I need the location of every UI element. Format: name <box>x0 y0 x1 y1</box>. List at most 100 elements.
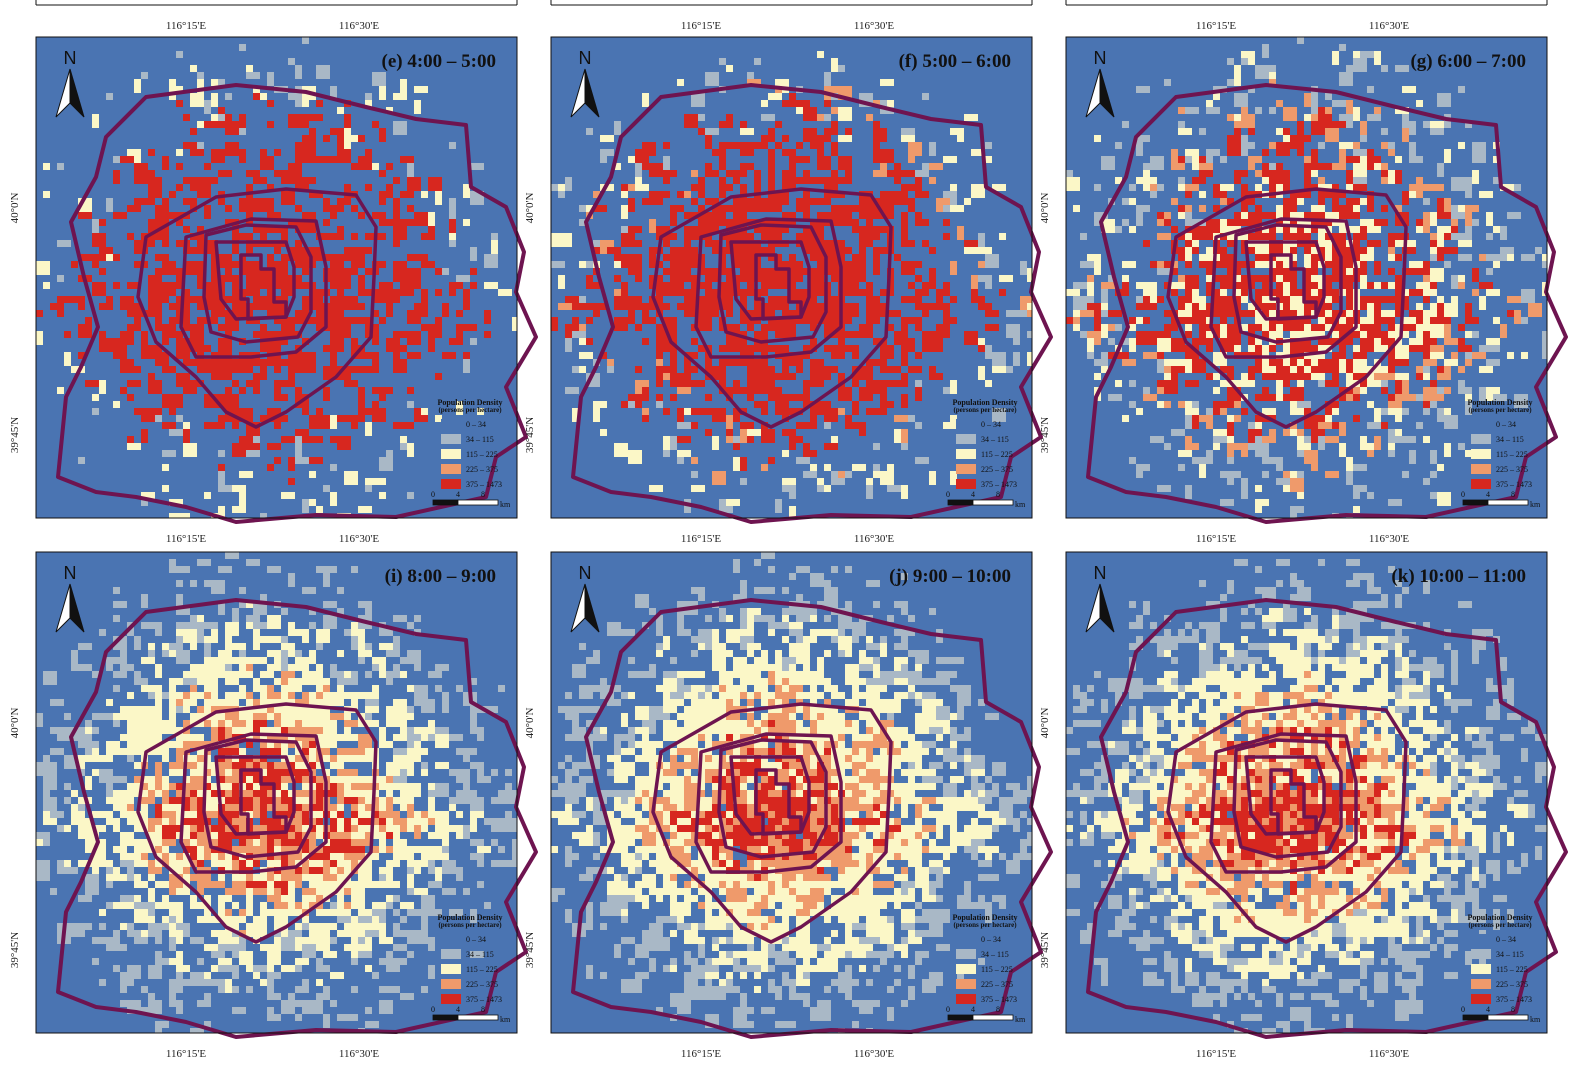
density-cell <box>663 436 670 450</box>
density-cell <box>978 275 985 282</box>
density-cell <box>1143 317 1150 324</box>
density-cell <box>663 289 670 296</box>
density-cell <box>36 713 43 727</box>
density-cell <box>1395 408 1402 422</box>
density-cell <box>1493 359 1500 366</box>
density-cell <box>309 888 316 895</box>
density-cell <box>1234 415 1241 422</box>
density-cell <box>295 755 309 762</box>
density-cell <box>712 303 719 310</box>
density-cell <box>442 762 449 769</box>
density-cell <box>901 170 915 177</box>
density-cell <box>260 790 267 797</box>
density-cell <box>1388 142 1395 149</box>
density-cell <box>684 275 698 282</box>
density-cell <box>929 142 936 156</box>
density-cell <box>1374 219 1388 226</box>
density-cell <box>1318 205 1325 212</box>
density-cell <box>267 818 274 825</box>
density-cell <box>190 128 197 135</box>
density-cell <box>393 846 400 860</box>
density-cell <box>1027 310 1032 317</box>
density-cell <box>796 100 810 107</box>
density-cell <box>449 205 456 219</box>
density-cell <box>162 825 169 832</box>
density-cell <box>740 387 747 394</box>
density-cell <box>162 240 169 247</box>
density-cell <box>1290 359 1297 366</box>
density-cell <box>330 415 337 429</box>
density-cell <box>824 72 831 86</box>
ring-road-2 <box>214 240 296 321</box>
density-cell <box>204 881 218 888</box>
density-cell <box>302 923 309 930</box>
density-cell <box>1255 261 1262 268</box>
density-cell <box>393 261 407 268</box>
density-cell <box>372 261 386 268</box>
density-cell <box>1108 324 1115 331</box>
density-cell <box>400 825 407 832</box>
density-cell <box>1227 478 1234 485</box>
density-cell <box>134 811 141 825</box>
density-cell <box>999 289 1006 296</box>
density-cell <box>267 769 274 776</box>
density-cell <box>656 226 663 240</box>
density-cell <box>1374 240 1381 247</box>
density-cell <box>197 881 204 888</box>
density-cell <box>1346 471 1353 485</box>
density-cell <box>824 317 831 324</box>
density-cell <box>1304 359 1311 366</box>
density-cell <box>281 177 295 184</box>
density-cell <box>1290 506 1304 513</box>
density-cell <box>796 142 803 149</box>
density-cell <box>1241 296 1248 303</box>
density-cell <box>740 457 747 471</box>
density-cell <box>232 506 246 513</box>
density-cell <box>1227 415 1234 422</box>
density-cell <box>761 233 768 240</box>
density-cell <box>1465 205 1479 212</box>
legend-swatch <box>441 479 461 489</box>
density-cell <box>211 629 218 636</box>
density-cell <box>218 296 232 303</box>
density-cell <box>414 275 421 289</box>
density-cell <box>155 790 162 797</box>
density-cell <box>1360 352 1367 359</box>
density-cell <box>337 587 344 594</box>
density-cell <box>155 902 169 909</box>
density-cell <box>1395 310 1402 317</box>
density-cell <box>670 268 677 282</box>
density-cell <box>57 727 71 741</box>
density-cell <box>1416 373 1423 380</box>
density-cell <box>78 643 92 650</box>
density-cell <box>498 797 512 804</box>
density-cell <box>456 867 463 881</box>
density-cell <box>1227 254 1234 261</box>
density-cell <box>386 706 393 713</box>
density-cell <box>1542 345 1547 359</box>
density-cell <box>663 191 670 198</box>
density-cell <box>393 797 400 804</box>
density-cell <box>1486 345 1500 352</box>
density-cell <box>628 303 635 317</box>
density-cell <box>1241 373 1248 380</box>
density-cell <box>670 289 677 296</box>
density-cell <box>449 198 456 205</box>
density-cell <box>1192 156 1199 170</box>
density-cell <box>57 387 64 394</box>
density-cell <box>337 902 344 909</box>
density-cell <box>712 275 719 282</box>
density-cell <box>155 748 162 755</box>
density-cell <box>309 247 316 254</box>
density-cell <box>1262 310 1269 317</box>
density-cell <box>295 457 309 464</box>
density-cell <box>463 825 470 839</box>
density-cell <box>1094 373 1101 380</box>
density-cell <box>1297 492 1304 499</box>
density-cell <box>845 268 859 275</box>
scale-label: 0 <box>1461 490 1465 499</box>
density-cell <box>470 163 484 170</box>
density-cell <box>337 930 344 937</box>
density-cell <box>372 359 379 366</box>
density-cell <box>1360 198 1367 205</box>
